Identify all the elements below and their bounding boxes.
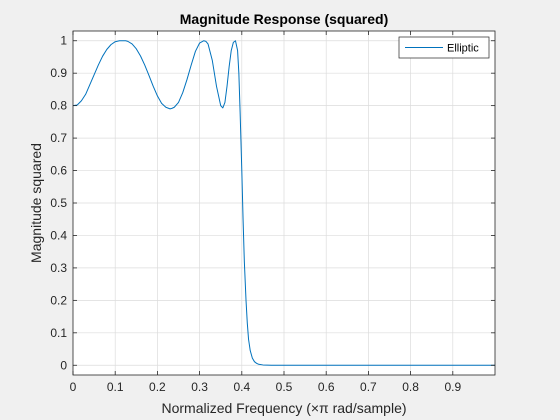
x-tick-label: 0.7 <box>360 380 377 394</box>
x-tick-label: 0 <box>70 380 77 394</box>
y-tick-label: 0.9 <box>50 66 67 80</box>
y-tick-label: 0.8 <box>50 99 67 113</box>
y-tick-label: 0.4 <box>50 228 67 242</box>
y-tick-label: 0.6 <box>50 164 67 178</box>
y-axis: 0 0.1 0.2 0.3 0.4 0.5 0.6 0.7 0.8 0.9 1 <box>50 34 495 372</box>
x-tick-label: 0.3 <box>191 380 208 394</box>
y-tick-label: 0.5 <box>50 196 67 210</box>
y-tick-label: 0 <box>60 358 67 372</box>
y-tick-label: 0.3 <box>50 261 67 275</box>
x-tick-label: 0.9 <box>444 380 461 394</box>
legend-label-elliptic: Elliptic <box>447 43 479 55</box>
series-layer <box>72 40 495 366</box>
legend[interactable]: Elliptic <box>398 36 490 59</box>
x-axis: 0 0.1 0.2 0.3 0.4 0.5 0.6 0.7 0.8 0.9 <box>70 31 461 394</box>
x-tick-label: 0.6 <box>318 380 335 394</box>
x-axis-label: Normalized Frequency (×π rad/sample) <box>161 400 406 416</box>
chart-title: Magnitude Response (squared) <box>180 11 388 27</box>
x-tick-label: 0.2 <box>149 380 166 394</box>
y-tick-label: 1 <box>60 34 67 48</box>
legend-box <box>398 36 490 59</box>
y-axis-label: Magnitude squared <box>28 143 44 263</box>
series-line-elliptic <box>72 40 495 366</box>
x-tick-label: 0.1 <box>107 380 124 394</box>
y-tick-label: 0.1 <box>50 326 67 340</box>
x-tick-label: 0.5 <box>276 380 293 394</box>
x-tick-label: 0.4 <box>233 380 250 394</box>
y-tick-label: 0.7 <box>50 131 67 145</box>
x-tick-label: 0.8 <box>402 380 419 394</box>
y-tick-label: 0.2 <box>50 293 67 307</box>
